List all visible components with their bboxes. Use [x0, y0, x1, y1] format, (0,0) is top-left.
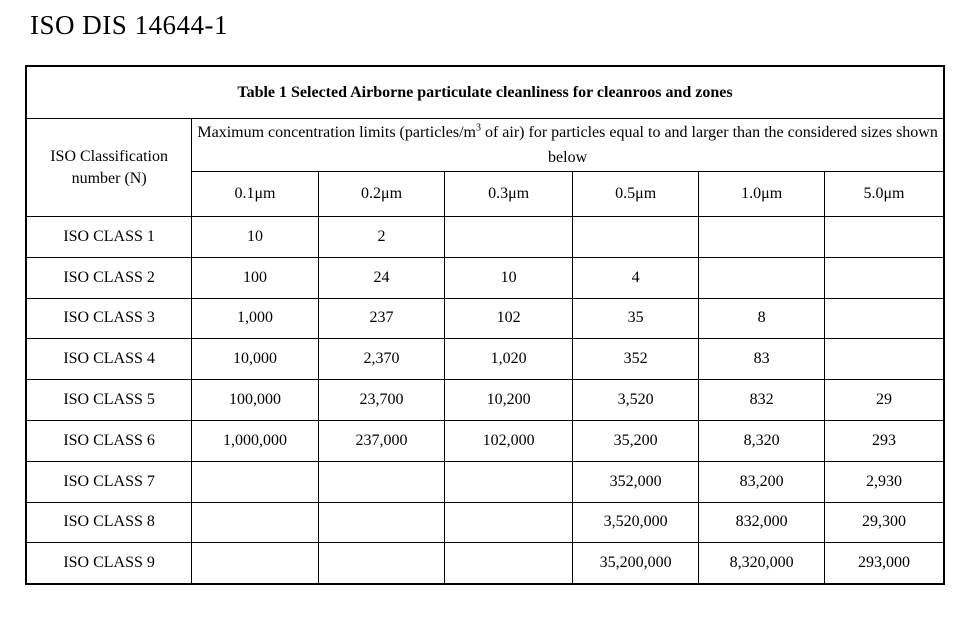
value-cell: 293: [823, 419, 945, 462]
class-label: ISO CLASS 7: [25, 460, 193, 503]
value-cell: 8,320,000: [698, 542, 825, 585]
size-header-0.1um: 0.1μm: [191, 171, 319, 217]
value-cell: 2: [317, 216, 446, 258]
value-cell: [698, 256, 825, 299]
value-cell: [317, 542, 446, 585]
value-cell: 352: [571, 338, 700, 381]
value-cell: 832: [698, 379, 825, 421]
class-label: ISO CLASS 9: [25, 542, 193, 585]
value-cell: 10: [191, 216, 319, 258]
value-cell: [444, 216, 573, 258]
value-cell: 100,000: [191, 379, 319, 421]
table-row-iso-class-7: ISO CLASS 7 352,000 83,200 2,930: [25, 460, 945, 503]
value-cell: 83,200: [698, 460, 825, 503]
value-cell: 102,000: [444, 419, 573, 462]
value-cell: 10,200: [444, 379, 573, 421]
size-header-5.0um: 5.0μm: [823, 171, 945, 217]
cleanliness-classes-table: Table 1 Selected Airborne particulate cl…: [25, 65, 945, 586]
size-header-1.0um: 1.0μm: [698, 171, 825, 217]
table-row-iso-class-8: ISO CLASS 8 3,520,000 832,000 29,300: [25, 501, 945, 544]
classification-header-line1: ISO Classification: [50, 147, 168, 165]
table-header-row: ISO Classification number (N) Maximum co…: [25, 118, 945, 217]
value-cell: [698, 216, 825, 258]
table-row-iso-class-5: ISO CLASS 5 100,000 23,700 10,200 3,520 …: [25, 379, 945, 421]
value-cell: 29: [823, 379, 945, 421]
value-cell: 237: [317, 297, 446, 340]
size-header-0.2um: 0.2μm: [317, 171, 446, 217]
size-header-0.5um: 0.5μm: [571, 171, 700, 217]
value-cell: 102: [444, 297, 573, 340]
value-cell: 10,000: [191, 338, 319, 381]
value-cell: 10: [444, 256, 573, 299]
value-cell: [571, 216, 700, 258]
value-cell: 24: [317, 256, 446, 299]
value-cell: 29,300: [823, 501, 945, 544]
size-header-0.3um: 0.3μm: [444, 171, 573, 217]
size-header-row: 0.1μm 0.2μm 0.3μm 0.5μm 1.0μm 5.0μm: [26, 171, 945, 217]
value-cell: [191, 542, 319, 585]
value-cell: 23,700: [317, 379, 446, 421]
value-cell: [444, 460, 573, 503]
value-cell: 3,520: [571, 379, 700, 421]
table-row-iso-class-1: ISO CLASS 1 10 2: [25, 216, 945, 258]
table-title-row: Table 1 Selected Airborne particulate cl…: [25, 65, 945, 119]
class-label: ISO CLASS 1: [25, 216, 193, 258]
value-cell: [317, 460, 446, 503]
value-cell: 832,000: [698, 501, 825, 544]
value-cell: 352,000: [571, 460, 700, 503]
value-cell: 4: [571, 256, 700, 299]
value-cell: 1,000,000: [191, 419, 319, 462]
concentration-header-prefix: Maximum concentration limits (particles/…: [197, 124, 476, 141]
table-row-iso-class-3: ISO CLASS 3 1,000 237 102 35 8: [25, 297, 945, 340]
value-cell: [823, 338, 945, 381]
value-cell: 35: [571, 297, 700, 340]
value-cell: 3,520,000: [571, 501, 700, 544]
value-cell: [444, 501, 573, 544]
superscript-3: 3: [475, 122, 481, 134]
table-row-iso-class-4: ISO CLASS 4 10,000 2,370 1,020 352 83: [25, 338, 945, 381]
value-cell: [823, 216, 945, 258]
value-cell: 83: [698, 338, 825, 381]
value-cell: [823, 256, 945, 299]
table-row-iso-class-2: ISO CLASS 2 100 24 10 4: [25, 256, 945, 299]
classification-header-cell: ISO Classification number (N): [25, 118, 193, 217]
value-cell: 293,000: [823, 542, 945, 585]
value-cell: 8,320: [698, 419, 825, 462]
class-label: ISO CLASS 2: [25, 256, 193, 299]
value-cell: 1,020: [444, 338, 573, 381]
class-label: ISO CLASS 5: [25, 379, 193, 421]
concentration-header-suffix: of air) for particles equal to and large…: [480, 124, 938, 166]
document-title: ISO DIS 14644-1: [30, 10, 229, 40]
value-cell: [444, 542, 573, 585]
class-label: ISO CLASS 3: [25, 297, 193, 340]
class-label: ISO CLASS 6: [25, 419, 193, 462]
value-cell: [191, 460, 319, 503]
value-cell: 100: [191, 256, 319, 299]
value-cell: [191, 501, 319, 544]
class-label: ISO CLASS 8: [25, 501, 193, 544]
classification-header-line2: number (N): [71, 169, 147, 187]
value-cell: 35,200: [571, 419, 700, 462]
value-cell: [823, 297, 945, 340]
value-cell: [317, 501, 446, 544]
value-cell: 2,370: [317, 338, 446, 381]
value-cell: 2,930: [823, 460, 945, 503]
value-cell: 1,000: [191, 297, 319, 340]
table-title: Table 1 Selected Airborne particulate cl…: [25, 65, 945, 119]
concentration-limits-header-cell: Maximum concentration limits (particles/…: [191, 118, 945, 172]
table-row-iso-class-6: ISO CLASS 6 1,000,000 237,000 102,000 35…: [25, 419, 945, 462]
table-row-iso-class-9: ISO CLASS 9 35,200,000 8,320,000 293,000: [25, 542, 945, 585]
value-cell: 8: [698, 297, 825, 340]
value-cell: 35,200,000: [571, 542, 700, 585]
class-label: ISO CLASS 4: [25, 338, 193, 381]
value-cell: 237,000: [317, 419, 446, 462]
